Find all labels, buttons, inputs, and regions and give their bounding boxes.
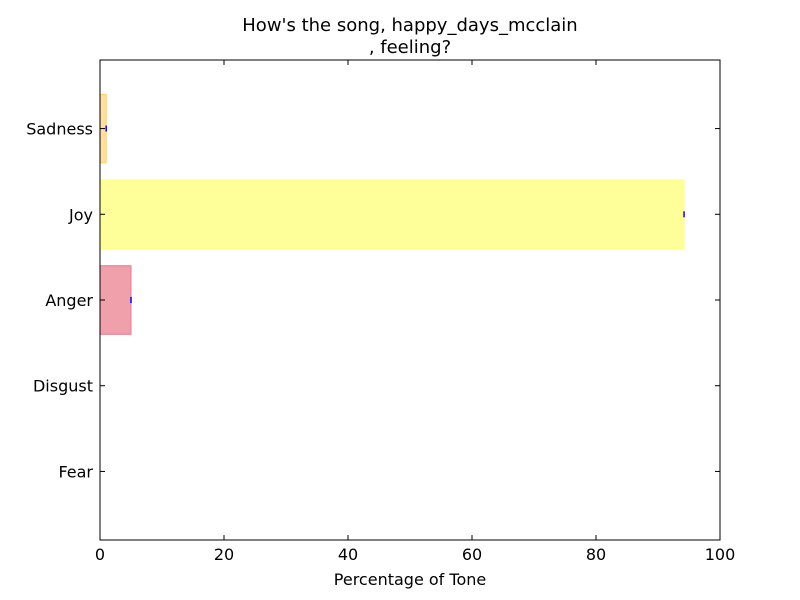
chart-title-line-2: , feeling? xyxy=(369,37,451,58)
x-tick-label-100: 100 xyxy=(705,545,736,564)
ticks-group: Sadness Joy Anger Disgust Fear 0 20 40 60 80 100 xyxy=(26,60,735,564)
x-tick-label-40: 40 xyxy=(338,545,358,564)
chart-title-line-1: How's the song, happy_days_mcclain xyxy=(242,15,577,36)
y-tick-label-joy: Joy xyxy=(68,205,93,224)
y-tick-label-disgust: Disgust xyxy=(33,377,93,396)
x-axis-label: Percentage of Tone xyxy=(334,570,486,589)
bar-anger xyxy=(99,265,132,335)
y-tick-label-sadness: Sadness xyxy=(26,120,93,139)
x-tick-label-80: 80 xyxy=(586,545,606,564)
bar-joy xyxy=(99,179,685,250)
x-tick-label-0: 0 xyxy=(95,545,105,564)
x-tick-label-20: 20 xyxy=(214,545,234,564)
plot-frame xyxy=(99,59,721,541)
y-tick-label-fear: Fear xyxy=(58,462,93,481)
x-tick-label-60: 60 xyxy=(462,545,482,564)
y-tick-label-anger: Anger xyxy=(45,291,93,310)
bars-group xyxy=(99,93,685,335)
